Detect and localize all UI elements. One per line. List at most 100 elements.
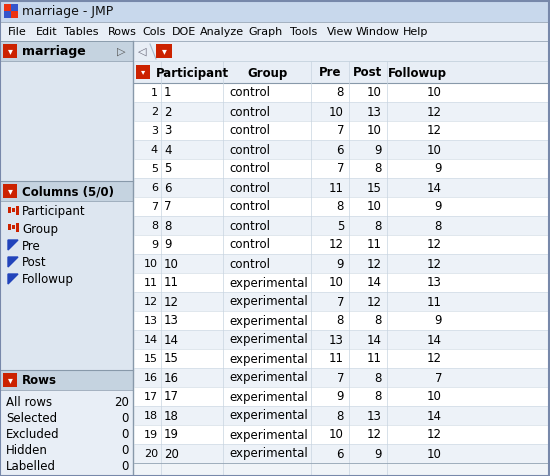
Text: Participant: Participant [22, 206, 86, 218]
Text: 13: 13 [144, 316, 158, 326]
Bar [134, 197, 550, 216]
Text: 12: 12 [427, 428, 442, 442]
Text: ◁: ◁ [138, 47, 146, 57]
Bar [16, 206, 19, 215]
Text: marriage - JMP: marriage - JMP [22, 6, 113, 19]
Text: Tables: Tables [64, 27, 98, 37]
Text: Followup: Followup [388, 67, 447, 79]
Text: Excluded: Excluded [6, 427, 59, 440]
Bar [134, 387, 550, 406]
Polygon shape [8, 257, 18, 267]
Bar [0, 370, 133, 390]
Text: experimental: experimental [229, 315, 308, 327]
Text: 13: 13 [367, 409, 382, 423]
Bar [4, 4, 11, 11]
Text: 12: 12 [427, 353, 442, 366]
Text: 12: 12 [427, 125, 442, 138]
Text: Tools: Tools [290, 27, 317, 37]
Text: experimental: experimental [229, 353, 308, 366]
Bar [134, 273, 550, 292]
Text: 6: 6 [337, 447, 344, 460]
Text: File: File [8, 27, 27, 37]
Text: 10: 10 [329, 106, 344, 119]
Bar [11, 4, 18, 11]
Bar [156, 44, 172, 58]
Bar [4, 11, 11, 18]
Bar [134, 121, 550, 140]
Text: Rows: Rows [108, 27, 137, 37]
Bar [134, 444, 550, 463]
Text: 11: 11 [164, 277, 179, 289]
Text: control: control [229, 106, 270, 119]
Text: control: control [229, 219, 270, 232]
Text: 1: 1 [164, 87, 172, 99]
Text: experimental: experimental [229, 409, 308, 423]
Text: 16: 16 [144, 373, 158, 383]
Text: 18: 18 [164, 409, 179, 423]
Text: 12: 12 [164, 296, 179, 308]
Text: control: control [229, 258, 270, 270]
Text: 8: 8 [151, 221, 158, 231]
Text: Participant: Participant [156, 67, 229, 79]
Text: 5: 5 [164, 162, 172, 176]
Text: 10: 10 [329, 277, 344, 289]
Text: 13: 13 [427, 277, 442, 289]
Text: 10: 10 [164, 258, 179, 270]
Text: marriage: marriage [22, 46, 86, 59]
Text: 12: 12 [367, 258, 382, 270]
Bar [134, 425, 550, 444]
Text: experimental: experimental [229, 277, 308, 289]
Text: 0: 0 [122, 411, 129, 425]
Text: 8: 8 [375, 315, 382, 327]
Text: 2: 2 [164, 106, 172, 119]
Text: Pre: Pre [319, 67, 341, 79]
Text: 14: 14 [164, 334, 179, 347]
Text: 10: 10 [427, 390, 442, 404]
Text: 12: 12 [367, 428, 382, 442]
Text: experimental: experimental [229, 296, 308, 308]
Text: 7: 7 [337, 125, 344, 138]
Text: View: View [327, 27, 354, 37]
Text: Group: Group [22, 222, 58, 236]
Text: 10: 10 [427, 87, 442, 99]
Text: 7: 7 [151, 202, 158, 212]
Bar [3, 44, 17, 58]
Text: Selected: Selected [6, 411, 57, 425]
Text: 7: 7 [164, 200, 172, 214]
Text: 9: 9 [337, 258, 344, 270]
Text: Columns (5/0): Columns (5/0) [22, 186, 114, 198]
Text: ▾: ▾ [8, 186, 13, 196]
Text: 9: 9 [434, 162, 442, 176]
Text: 11: 11 [329, 181, 344, 195]
Polygon shape [8, 274, 18, 284]
Text: control: control [229, 162, 270, 176]
Bar [0, 22, 550, 41]
Text: DOE: DOE [172, 27, 196, 37]
Bar [3, 373, 17, 387]
Bar [134, 41, 550, 61]
Text: 3: 3 [151, 126, 158, 136]
Text: 14: 14 [144, 335, 158, 345]
Text: 10: 10 [367, 87, 382, 99]
Bar [134, 159, 550, 178]
Text: 8: 8 [375, 371, 382, 385]
Text: 14: 14 [427, 409, 442, 423]
Bar [134, 254, 550, 273]
Text: Edit: Edit [36, 27, 58, 37]
Text: experimental: experimental [229, 428, 308, 442]
Text: 19: 19 [164, 428, 179, 442]
Text: 4: 4 [164, 143, 172, 157]
Text: 10: 10 [329, 428, 344, 442]
Bar [0, 41, 133, 476]
Text: 9: 9 [375, 143, 382, 157]
Text: 10: 10 [367, 125, 382, 138]
Text: control: control [229, 143, 270, 157]
Text: 8: 8 [375, 390, 382, 404]
Text: 11: 11 [329, 353, 344, 366]
Text: 5: 5 [151, 164, 158, 174]
Text: Labelled: Labelled [6, 459, 56, 473]
Text: 7: 7 [434, 371, 442, 385]
Text: control: control [229, 125, 270, 138]
Text: 13: 13 [367, 106, 382, 119]
Text: 15: 15 [164, 353, 179, 366]
